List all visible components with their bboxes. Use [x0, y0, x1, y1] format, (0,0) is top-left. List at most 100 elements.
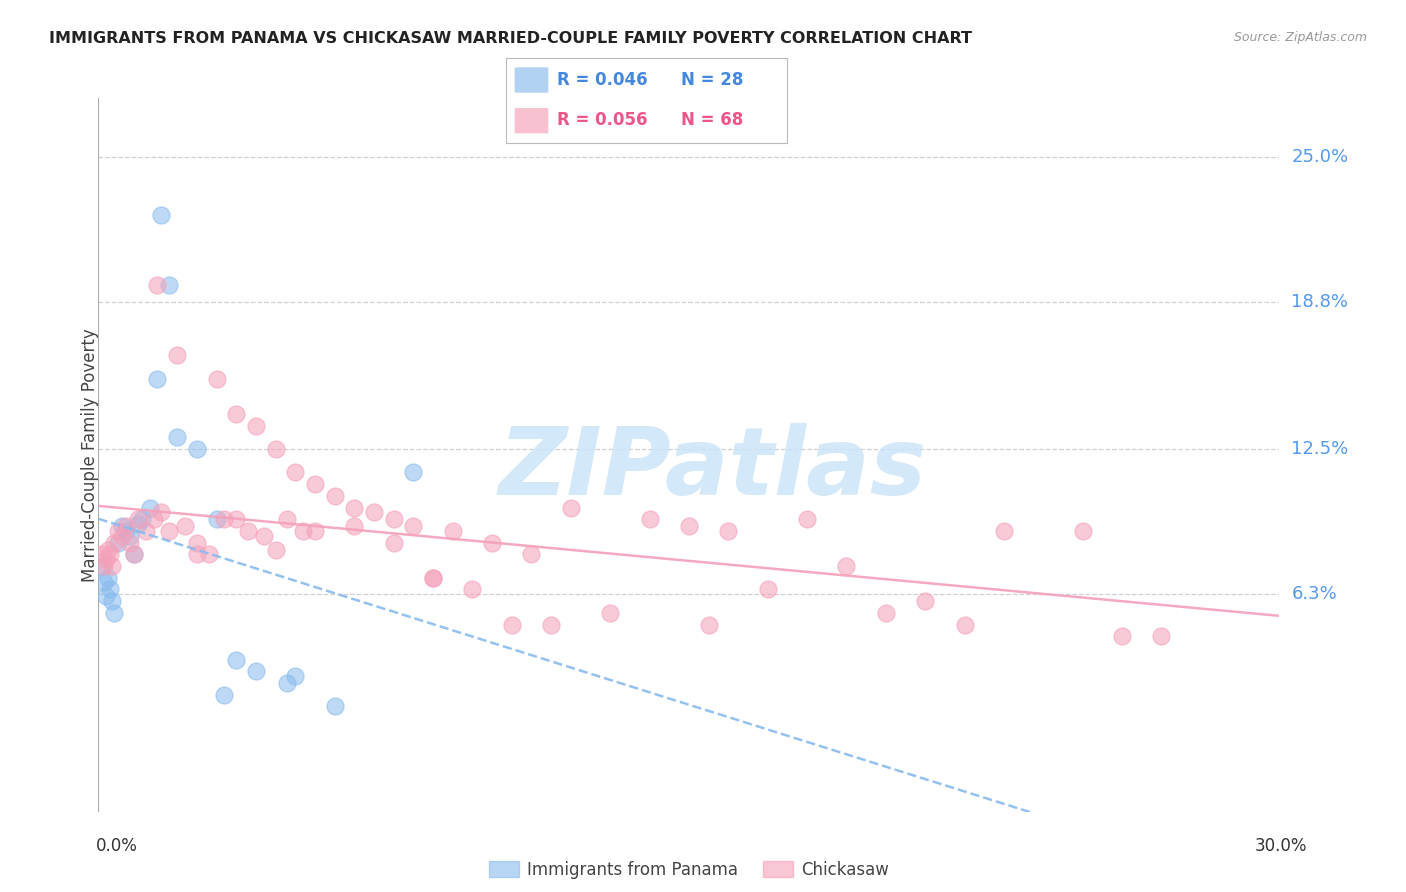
Point [245, 665, 267, 679]
Text: 25.0%: 25.0% [1291, 147, 1348, 166]
Point [875, 606, 897, 620]
Point [756, 582, 779, 597]
Point [914, 594, 936, 608]
Point [93, 559, 115, 574]
Point [236, 524, 259, 538]
Point [103, 606, 125, 620]
Point [560, 500, 582, 515]
Point [118, 535, 141, 549]
Point [91, 559, 114, 574]
Point [166, 349, 188, 363]
FancyBboxPatch shape [515, 108, 548, 134]
Point [150, 505, 173, 519]
Point [225, 407, 247, 421]
Legend: Immigrants from Panama, Chickasaw: Immigrants from Panama, Chickasaw [482, 855, 896, 886]
Point [697, 617, 720, 632]
Point [422, 571, 444, 585]
Point [343, 519, 366, 533]
Point [122, 547, 145, 561]
Point [638, 512, 661, 526]
Point [96, 590, 118, 604]
Point [103, 535, 125, 549]
Point [402, 466, 425, 480]
Text: IMMIGRANTS FROM PANAMA VS CHICKASAW MARRIED-COUPLE FAMILY POVERTY CORRELATION CH: IMMIGRANTS FROM PANAMA VS CHICKASAW MARR… [49, 31, 972, 46]
Point [1150, 629, 1173, 643]
Point [127, 516, 149, 531]
Text: R = 0.056: R = 0.056 [557, 112, 647, 129]
Point [186, 535, 208, 549]
Point [422, 571, 444, 585]
Y-axis label: Married-Couple Family Poverty: Married-Couple Family Poverty [82, 328, 98, 582]
Point [205, 372, 228, 386]
Point [953, 617, 976, 632]
Point [1111, 629, 1133, 643]
Point [98, 547, 121, 561]
Point [127, 512, 149, 526]
Point [98, 582, 121, 597]
Text: 0.0%: 0.0% [96, 837, 138, 855]
Point [138, 500, 160, 515]
Point [599, 606, 621, 620]
Text: 30.0%: 30.0% [1256, 837, 1308, 855]
Point [717, 524, 740, 538]
Point [292, 524, 315, 538]
Point [142, 512, 165, 526]
Point [461, 582, 484, 597]
Text: R = 0.046: R = 0.046 [557, 70, 647, 88]
Point [1071, 524, 1094, 538]
Point [520, 547, 543, 561]
Point [101, 594, 124, 608]
Point [197, 547, 219, 561]
Text: 18.8%: 18.8% [1291, 293, 1348, 310]
Text: N = 68: N = 68 [681, 112, 742, 129]
Point [253, 528, 276, 542]
Point [146, 372, 169, 386]
Point [150, 208, 173, 222]
Point [264, 442, 287, 456]
Point [107, 535, 129, 549]
Point [131, 512, 153, 526]
Point [115, 524, 138, 538]
Point [97, 542, 120, 557]
Text: 12.5%: 12.5% [1291, 440, 1348, 458]
Point [540, 617, 562, 632]
Point [96, 552, 118, 566]
Point [107, 524, 129, 538]
Point [323, 699, 346, 714]
Point [284, 669, 307, 683]
Point [205, 512, 228, 526]
Point [276, 512, 298, 526]
Point [101, 559, 124, 574]
Text: Source: ZipAtlas.com: Source: ZipAtlas.com [1233, 31, 1367, 45]
Point [363, 505, 385, 519]
Point [135, 524, 157, 538]
Point [157, 278, 180, 293]
Point [157, 524, 180, 538]
Point [91, 547, 114, 561]
Point [97, 571, 120, 585]
Text: ZIPatlas: ZIPatlas [499, 423, 927, 516]
Point [186, 547, 208, 561]
Point [146, 278, 169, 293]
Point [382, 535, 405, 549]
Point [382, 512, 405, 526]
Point [115, 519, 138, 533]
Point [304, 524, 326, 538]
Point [186, 442, 208, 456]
Point [93, 575, 115, 590]
Point [214, 512, 236, 526]
Point [678, 519, 700, 533]
Point [993, 524, 1015, 538]
Point [166, 430, 188, 444]
Point [264, 542, 287, 557]
Point [835, 559, 858, 574]
Point [343, 500, 366, 515]
Point [284, 466, 307, 480]
Text: N = 28: N = 28 [681, 70, 742, 88]
Point [111, 519, 134, 533]
Point [118, 528, 141, 542]
Point [481, 535, 503, 549]
Point [225, 512, 247, 526]
Point [122, 547, 145, 561]
Point [245, 418, 267, 433]
